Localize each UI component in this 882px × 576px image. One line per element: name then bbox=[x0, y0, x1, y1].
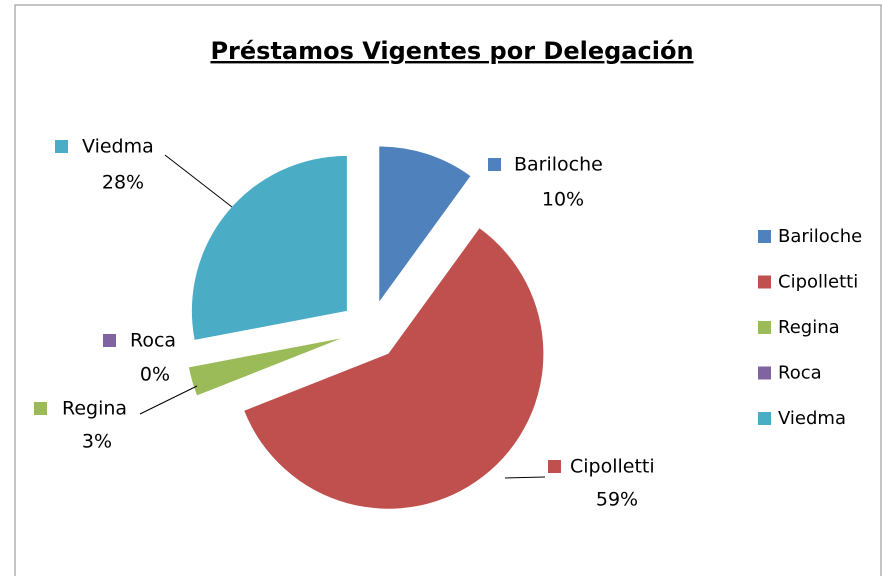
label-swatch bbox=[103, 334, 116, 347]
legend-label: Bariloche bbox=[778, 226, 862, 247]
data-label: 28% bbox=[102, 172, 144, 194]
data-label-name: Bariloche bbox=[514, 154, 603, 176]
pie-slice bbox=[191, 155, 347, 340]
data-label-name: Roca bbox=[130, 330, 176, 352]
pie-slice bbox=[188, 338, 342, 396]
legend-label: Viedma bbox=[778, 408, 846, 429]
leader-line bbox=[504, 476, 546, 479]
label-swatch bbox=[55, 140, 68, 153]
data-label-name: Viedma bbox=[82, 136, 154, 158]
data-label-name: Cipolletti bbox=[570, 456, 655, 478]
legend-label: Cipolletti bbox=[778, 272, 858, 293]
data-label-name: Regina bbox=[62, 398, 127, 420]
data-label: 0% bbox=[140, 364, 170, 386]
data-label: 3% bbox=[82, 431, 112, 453]
legend-label: Roca bbox=[778, 363, 822, 384]
legend-swatch bbox=[758, 275, 771, 289]
label-swatch bbox=[488, 158, 501, 171]
pie-slice bbox=[244, 228, 544, 509]
legend-swatch bbox=[758, 412, 771, 425]
pie-slice bbox=[379, 146, 471, 302]
data-label: 59% bbox=[596, 489, 638, 511]
label-swatch bbox=[34, 402, 47, 415]
chart-title: Préstamos Vigentes por Delegación bbox=[210, 37, 693, 65]
label-swatch bbox=[548, 460, 561, 473]
legend-label: Regina bbox=[778, 317, 840, 338]
leader-line bbox=[164, 154, 233, 208]
legend-swatch bbox=[758, 230, 771, 243]
leader-line bbox=[139, 385, 198, 415]
legend-swatch bbox=[758, 321, 771, 334]
legend-swatch bbox=[758, 366, 771, 380]
data-label: 10% bbox=[542, 189, 584, 211]
